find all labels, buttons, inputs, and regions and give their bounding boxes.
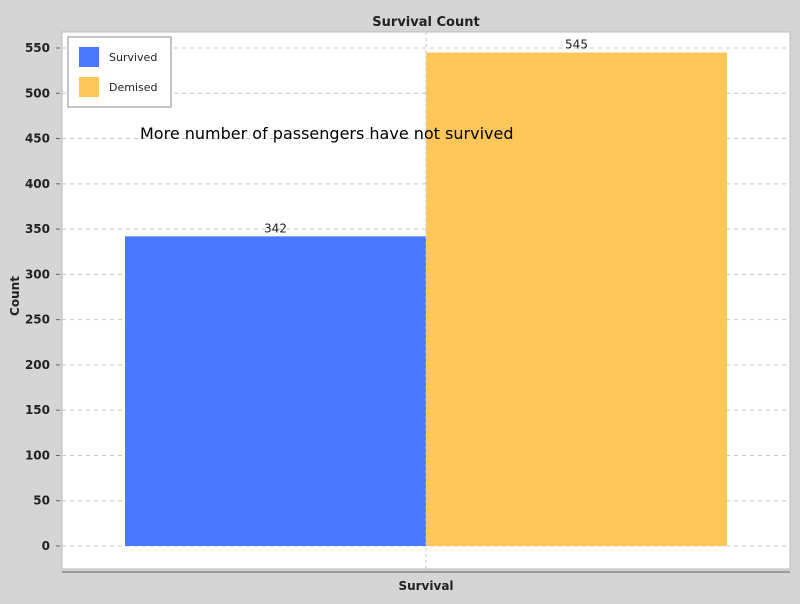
y-tick-label-400: 400 xyxy=(25,177,50,191)
y-tick-label-350: 350 xyxy=(25,222,50,236)
annotation-text: More number of passengers have not survi… xyxy=(140,124,513,143)
chart-title: Survival Count xyxy=(372,15,479,30)
legend-label-demised: Demised xyxy=(109,81,158,94)
y-tick-label-550: 550 xyxy=(25,41,50,55)
y-tick-label-300: 300 xyxy=(25,267,50,281)
data-labels: 342 545 xyxy=(264,38,588,236)
x-axis-label: Survival xyxy=(398,579,453,593)
data-label-survived: 342 xyxy=(264,221,287,235)
y-axis-ticks: 0 50 100 150 200 250 300 350 400 450 500 550 xyxy=(25,41,60,553)
y-tick-label-150: 150 xyxy=(25,403,50,417)
bar-demised xyxy=(426,52,727,546)
y-tick-label-450: 450 xyxy=(25,132,50,146)
data-label-demised: 545 xyxy=(565,38,588,52)
legend-label-survived: Survived xyxy=(109,51,157,64)
y-tick-label-100: 100 xyxy=(25,448,50,462)
legend: Survived Demised xyxy=(67,36,172,108)
y-tick-label-250: 250 xyxy=(25,313,50,327)
y-tick-label-50: 50 xyxy=(33,494,50,508)
bars xyxy=(125,52,727,547)
y-axis-label: Count xyxy=(8,276,22,316)
y-tick-label-0: 0 xyxy=(42,539,50,553)
legend-swatch-demised xyxy=(79,77,99,97)
y-tick-label-200: 200 xyxy=(25,358,50,372)
legend-swatch-survived xyxy=(79,47,99,67)
y-tick-label-500: 500 xyxy=(25,86,50,100)
bar-survived xyxy=(125,236,426,547)
